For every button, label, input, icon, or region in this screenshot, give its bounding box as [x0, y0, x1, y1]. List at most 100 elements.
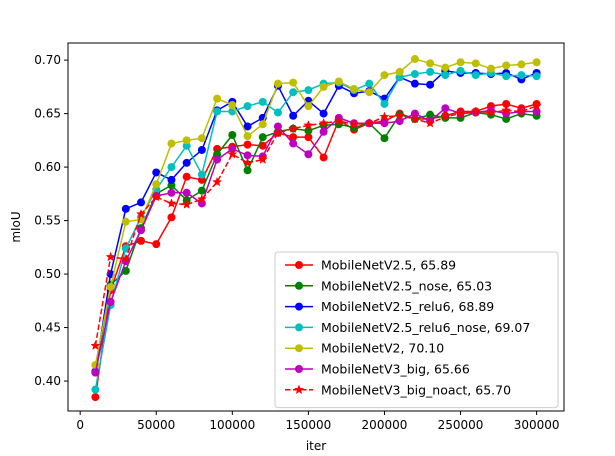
data-point — [273, 108, 282, 117]
data-point — [410, 79, 419, 88]
y-tick-label: 0.40 — [34, 374, 61, 388]
data-point — [410, 70, 419, 79]
data-point — [152, 180, 161, 189]
data-point — [197, 134, 206, 143]
data-point — [425, 117, 436, 128]
legend-marker — [295, 344, 303, 353]
x-axis-label: iter — [306, 439, 326, 453]
series-4 — [91, 55, 541, 369]
data-point — [167, 175, 176, 184]
data-point — [121, 244, 130, 253]
data-point — [137, 226, 146, 235]
data-point — [228, 144, 237, 153]
data-point — [137, 198, 146, 207]
data-point — [167, 188, 176, 197]
y-tick-label: 0.45 — [34, 321, 61, 335]
data-point — [334, 77, 343, 86]
data-point — [197, 170, 206, 179]
data-point — [152, 240, 161, 249]
data-point — [380, 99, 389, 108]
data-point — [333, 115, 344, 126]
data-point — [288, 123, 299, 133]
y-tick-label: 0.60 — [34, 160, 61, 174]
x-tick-label: 250000 — [438, 418, 484, 432]
data-point — [426, 110, 435, 119]
legend-label: MobileNetV3_big, 65.66 — [321, 362, 470, 377]
series-layer — [90, 55, 542, 402]
data-point — [196, 193, 207, 204]
data-point — [471, 71, 480, 80]
plot-frame — [67, 42, 565, 412]
data-point — [258, 97, 267, 106]
data-point — [502, 99, 511, 108]
data-point — [502, 61, 511, 70]
series-6 — [90, 100, 542, 351]
data-point — [258, 120, 267, 129]
data-point — [136, 208, 147, 219]
legend-marker — [295, 323, 303, 332]
data-point — [227, 148, 238, 159]
data-point — [182, 188, 191, 197]
data-point — [531, 100, 542, 111]
legend-box — [274, 251, 559, 409]
data-point — [350, 85, 359, 93]
data-point — [456, 66, 465, 75]
x-tick-label: 100000 — [209, 418, 255, 432]
data-point — [441, 104, 450, 113]
data-point — [91, 393, 100, 402]
data-point — [426, 59, 435, 68]
data-point — [181, 199, 192, 209]
data-point — [441, 71, 450, 80]
x-tick-label: 50000 — [137, 418, 175, 432]
data-point — [304, 133, 313, 142]
data-point — [289, 88, 298, 97]
data-point — [91, 368, 100, 377]
legend-label: MobileNetV2.5_relu6_nose, 69.07 — [321, 320, 530, 335]
data-point — [532, 107, 541, 116]
data-point — [166, 198, 177, 208]
data-point — [137, 236, 146, 245]
data-point — [289, 78, 298, 87]
data-point — [151, 191, 162, 202]
data-point — [470, 106, 481, 116]
data-point — [532, 58, 541, 67]
legend-label: MobileNetV2, 70.10 — [321, 341, 444, 356]
data-point — [120, 253, 131, 264]
legend-label: MobileNetV2.5_nose, 65.03 — [321, 278, 492, 293]
data-point — [90, 340, 101, 351]
data-point — [319, 153, 328, 162]
data-point — [213, 155, 222, 164]
data-point — [258, 141, 267, 150]
data-point — [516, 106, 527, 116]
data-point — [121, 217, 130, 226]
data-point — [197, 186, 206, 195]
data-point — [304, 126, 313, 135]
legend-label: MobileNetV2.5, 65.89 — [321, 258, 456, 273]
data-point — [243, 140, 252, 149]
data-point — [410, 55, 419, 64]
data-point — [167, 139, 176, 148]
axes-layer: 0 50000 100000 150000 200000 250000 300000 0.40… — [34, 42, 565, 432]
data-point — [485, 107, 496, 117]
data-point — [304, 102, 313, 111]
legend-marker — [295, 302, 303, 311]
data-point — [486, 64, 495, 73]
data-point — [410, 109, 419, 118]
data-point — [319, 127, 328, 136]
data-point — [289, 111, 298, 120]
data-point — [349, 119, 360, 129]
data-point — [91, 385, 100, 394]
data-point — [304, 150, 313, 159]
data-point — [243, 166, 252, 175]
data-point — [502, 72, 511, 81]
data-point — [471, 59, 480, 68]
data-point — [212, 176, 223, 187]
y-tick-label: 0.70 — [34, 53, 61, 67]
data-point — [197, 145, 206, 154]
x-tick-label: 150000 — [285, 418, 331, 432]
x-tick-label: 300000 — [514, 418, 560, 432]
data-point — [319, 109, 328, 118]
data-point — [182, 158, 191, 167]
data-point — [441, 63, 450, 72]
